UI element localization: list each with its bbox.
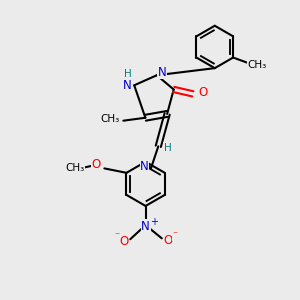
Text: ⁻: ⁻ (172, 230, 178, 240)
Text: +: + (150, 217, 158, 226)
Text: O: O (164, 234, 173, 247)
Text: O: O (92, 158, 101, 171)
Text: ⁻: ⁻ (115, 231, 120, 241)
Text: H: H (164, 143, 172, 153)
Text: N: N (141, 220, 150, 233)
Text: O: O (199, 86, 208, 99)
Text: N: N (140, 160, 149, 173)
Text: O: O (119, 235, 128, 248)
Text: N: N (123, 79, 132, 92)
Text: CH₃: CH₃ (65, 163, 85, 173)
Text: CH₃: CH₃ (100, 114, 120, 124)
Text: H: H (124, 69, 132, 79)
Text: N: N (158, 66, 167, 79)
Text: CH₃: CH₃ (248, 60, 267, 70)
